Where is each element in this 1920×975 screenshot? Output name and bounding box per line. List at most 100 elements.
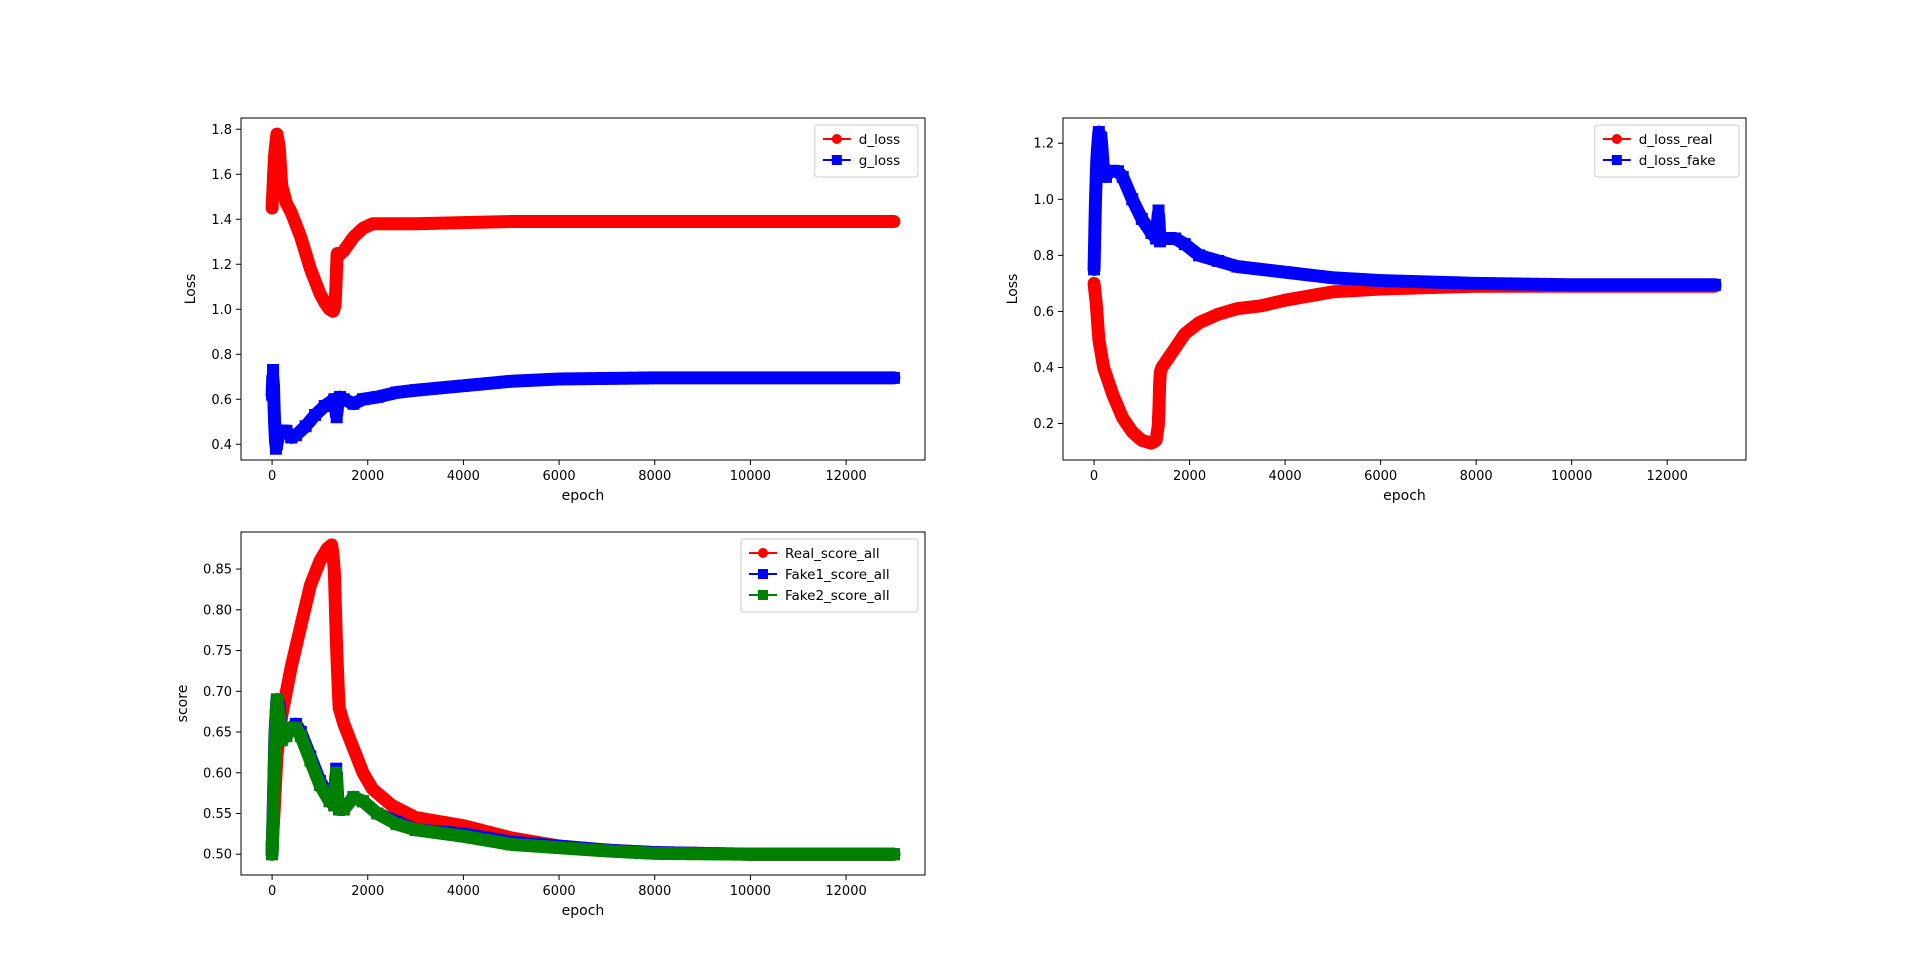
component-loss-chart-d_loss_fake-point xyxy=(1088,263,1101,276)
component-loss-chart-d_loss_fake-point xyxy=(1178,238,1191,251)
component-loss-chart-y-tick-label: 0.4 xyxy=(1033,361,1054,376)
loss-chart-d_loss-point xyxy=(313,287,326,300)
loss-chart-legend-marker-icon xyxy=(831,155,842,165)
loss-chart-g_loss-point xyxy=(318,400,331,412)
loss-chart-d_loss-point xyxy=(304,262,317,275)
loss-chart-g_loss-point xyxy=(887,371,900,384)
score-chart-Fake2_score_all-point xyxy=(273,709,286,722)
score-chart-Fake2_score_all-point xyxy=(313,778,326,791)
loss-chart-d_loss-point xyxy=(280,197,293,210)
score-chart-y-axis-label: score xyxy=(175,685,191,723)
component-loss-chart-d_loss_fake-point xyxy=(1090,151,1103,164)
loss-chart-g_loss-point xyxy=(840,371,853,384)
component-loss-chart-d_loss_real-point xyxy=(1097,361,1110,374)
component-loss-chart-d_loss_fake-point xyxy=(1116,170,1129,183)
component-loss-chart-d_loss_fake-point xyxy=(1212,254,1225,267)
loss-chart-d_loss-point xyxy=(385,217,398,230)
component-loss-chart-d_loss_fake-point xyxy=(1159,232,1172,245)
score-chart-legend-frame xyxy=(740,538,919,613)
loss-chart-x-tick-label: 8000 xyxy=(638,469,671,484)
loss-chart-d_loss-point xyxy=(268,150,281,163)
component-loss-chart-d_loss_real-point xyxy=(1126,425,1139,438)
component-loss-chart-d_loss_fake-point xyxy=(1326,271,1339,284)
component-loss-chart-d_loss_fake-point xyxy=(1193,249,1206,262)
component-loss-chart-y-axis-label: Loss xyxy=(1005,274,1021,305)
component-loss-chart-x-tick-label: 4000 xyxy=(1269,469,1302,484)
loss-chart-g_loss-point xyxy=(309,409,322,421)
loss-chart-y-tick-label: 0.8 xyxy=(211,348,232,363)
component-loss-chart-x-tick-label: 12000 xyxy=(1647,469,1688,484)
score-chart-y-tick-label: 0.75 xyxy=(203,644,232,659)
component-loss-chart-d_loss_fake-point xyxy=(1152,204,1165,217)
score-chart-Real_score_all-point xyxy=(280,685,293,698)
component-loss-chart-x-tick-label: 6000 xyxy=(1364,469,1397,484)
score-chart-Real_score_all-point xyxy=(330,644,343,657)
component-loss-chart-legend: d_loss_real d_loss_fake xyxy=(1594,124,1740,178)
loss-chart-y-tick-label: 0.4 xyxy=(211,438,232,453)
score-chart-Fake2_score_all-point xyxy=(600,844,613,857)
component-loss-chart-d_loss_fake-point xyxy=(1135,212,1148,225)
loss-chart-legend-label: g_loss xyxy=(859,153,900,169)
score-chart-Real_score_all-point xyxy=(285,660,298,673)
loss-chart-y-tick-label: 1.8 xyxy=(211,123,232,138)
score-chart-Real_score_all-point xyxy=(328,563,341,576)
score-chart-Real_score_all-point xyxy=(366,783,379,796)
score-chart-Fake2_score_all-point xyxy=(337,803,350,816)
loss-chart-d_loss-point xyxy=(347,231,360,244)
component-loss-chart-d_loss_fake-point xyxy=(1374,274,1387,287)
component-loss-chart-d_loss_real-point xyxy=(1231,302,1244,315)
score-chart-legend-marker-icon xyxy=(758,548,768,558)
loss-chart-y-axis-label: Loss xyxy=(183,274,199,305)
loss-chart-g_loss-point xyxy=(371,391,384,403)
loss-chart-series-g_loss xyxy=(265,364,901,455)
loss-chart-x-tick-label: 10000 xyxy=(730,469,771,484)
component-loss-chart-y-tick-label: 0.2 xyxy=(1033,417,1054,432)
loss-chart: 0 2000 4000 6000 8000 10000 12000 0.4 0.6 0.8 1.0 1… xyxy=(183,117,926,504)
loss-chart-x-axis-label: epoch xyxy=(562,488,605,504)
component-loss-chart-d_loss_real-point xyxy=(1107,389,1120,402)
score-chart-y-tick-label: 0.50 xyxy=(203,848,232,863)
component-loss-chart-d_loss_fake-point xyxy=(1169,232,1182,245)
loss-chart-d_loss-point xyxy=(553,215,566,228)
score-chart-Fake2_score_all-point xyxy=(505,838,518,851)
component-loss-chart-d_loss_real-point xyxy=(1326,285,1339,298)
component-loss-chart-d_loss_fake-point xyxy=(1470,277,1483,290)
score-chart-legend-label: Fake2_score_all xyxy=(785,588,890,604)
score-chart-x-tick-label: 4000 xyxy=(447,884,480,899)
component-loss-chart-x-tick-label: 0 xyxy=(1090,469,1098,484)
loss-chart-d_loss-point xyxy=(356,222,369,235)
score-chart-Fake2_score_all-point xyxy=(457,830,470,843)
score-chart-y-tick-label: 0.55 xyxy=(203,807,232,822)
score-chart-x-tick-label: 8000 xyxy=(638,884,671,899)
score-chart-Fake2_score_all-point xyxy=(840,848,853,861)
score-chart-y-tick-label: 0.80 xyxy=(203,603,232,618)
component-loss-chart-y-tick-label: 1.0 xyxy=(1033,193,1054,208)
loss-chart-g_loss-point xyxy=(648,371,661,384)
loss-chart-x-tick-label: 2000 xyxy=(351,469,384,484)
score-chart-y-tick-label: 0.60 xyxy=(203,766,232,781)
loss-chart-x-tick-label: 0 xyxy=(268,469,276,484)
loss-chart-x-tick-label: 12000 xyxy=(825,469,866,484)
loss-chart-d_loss-point xyxy=(285,206,298,219)
component-loss-chart-d_loss_real-point xyxy=(1212,308,1225,321)
score-chart-x-axis-label: epoch xyxy=(562,903,605,919)
score-chart-Fake2_score_all-point xyxy=(390,818,403,831)
component-loss-chart-d_loss_real-point xyxy=(1102,375,1115,388)
component-loss-chart-d_loss_fake-point xyxy=(1708,278,1721,291)
component-loss-chart-d_loss_real-point xyxy=(1088,277,1101,290)
score-chart-Real_score_all-point xyxy=(433,815,446,828)
component-loss-chart-d_loss_fake-point xyxy=(1095,131,1108,144)
score-chart-x-tick-label: 12000 xyxy=(825,884,866,899)
loss-chart-d_loss-point xyxy=(409,217,422,230)
score-chart-Real_score_all-point xyxy=(409,811,422,824)
component-loss-chart-x-axis-label: epoch xyxy=(1383,488,1426,504)
loss-chart-g_loss-point xyxy=(744,371,757,384)
component-loss-chart-legend-label: d_loss_fake xyxy=(1639,153,1716,169)
score-chart-legend-label: Real_score_all xyxy=(785,546,880,562)
score-chart-Real_score_all-point xyxy=(294,620,307,633)
loss-chart-x-tick-label: 6000 xyxy=(543,469,576,484)
component-loss-chart-d_loss_real-point xyxy=(1279,294,1292,307)
component-loss-chart-d_loss_fake-point xyxy=(1231,260,1244,273)
score-chart-legend-label: Fake1_score_all xyxy=(785,567,890,583)
